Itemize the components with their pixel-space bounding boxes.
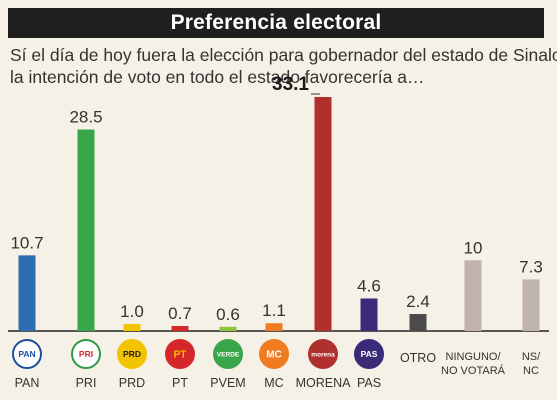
pri-logo-icon-text: PRI xyxy=(79,349,93,359)
value-label-ns-nc: 7.3 xyxy=(519,257,543,276)
value-label-ninguno-no-votar: 10 xyxy=(464,238,483,257)
bar-ns-nc xyxy=(522,279,540,331)
bar-prd xyxy=(123,323,141,331)
value-label-pas: 4.6 xyxy=(357,276,381,295)
pas-logo-icon-text: PAS xyxy=(361,349,378,359)
mc-logo-icon-text: MC xyxy=(266,350,282,361)
category-label-morena: MORENA xyxy=(296,376,352,390)
morena-logo-icon-text: morena xyxy=(311,351,335,358)
bar-pan xyxy=(18,255,36,331)
prd-logo-icon-text: PRD xyxy=(123,349,141,359)
category-label-otro: OTRO xyxy=(400,351,436,365)
category-label-ns-nc-line-1: NS/ xyxy=(522,351,541,363)
category-label-ns-nc-line-2: NC xyxy=(523,365,539,377)
pri-logo-icon xyxy=(71,339,101,369)
pan-logo-icon-text: PAN xyxy=(18,349,35,359)
pvem-logo-icon xyxy=(213,339,243,369)
category-label-pt: PT xyxy=(172,376,188,390)
subtitle-line-1: Sí el día de hoy fuera la elección para … xyxy=(10,45,557,65)
category-label-pan: PAN xyxy=(15,376,40,390)
chart-title-bar: Preferencia electoral xyxy=(8,8,544,38)
chart-title: Preferencia electoral xyxy=(170,11,382,34)
category-label-ninguno-no-votar-line-1: NINGUNO/ xyxy=(446,351,502,363)
value-label-pvem: 0.6 xyxy=(216,305,240,324)
bar-pri xyxy=(77,129,95,331)
value-label-prd: 1.0 xyxy=(120,302,144,321)
value-label-otro: 2.4 xyxy=(406,292,430,311)
morena-logo-icon xyxy=(308,339,338,369)
bar-pas xyxy=(360,298,378,331)
bar-pvem xyxy=(219,326,237,331)
value-label-pt: 0.7 xyxy=(168,304,192,323)
category-label-pvem: PVEM xyxy=(210,376,245,390)
pt-logo-icon-text: PT xyxy=(174,350,187,361)
pt-logo-icon xyxy=(165,339,195,369)
prd-logo-icon xyxy=(117,339,147,369)
bar-morena xyxy=(314,97,332,331)
subtitle-line-2: la intención de voto en todo el estado f… xyxy=(10,67,425,87)
bar-mc xyxy=(265,323,283,331)
mc-logo-icon xyxy=(259,339,289,369)
pas-logo-icon xyxy=(354,339,384,369)
category-label-prd: PRD xyxy=(119,376,145,390)
category-label-ninguno-no-votar-line-2: NO VOTARÁ xyxy=(441,364,506,377)
bar-pt xyxy=(171,326,189,331)
bar-otro xyxy=(409,314,427,331)
value-label-morena: 33.1 xyxy=(272,74,309,95)
value-label-mc: 1.1 xyxy=(262,301,286,320)
chart-subtitle: Sí el día de hoy fuera la elección para … xyxy=(10,44,557,88)
bar-ninguno-no-votar xyxy=(464,260,482,331)
value-label-pan: 10.7 xyxy=(10,233,43,252)
category-label-pas: PAS xyxy=(357,376,381,390)
pan-logo-icon xyxy=(12,339,42,369)
category-label-mc: MC xyxy=(264,376,283,390)
category-label-pri: PRI xyxy=(76,376,97,390)
value-label-pri: 28.5 xyxy=(69,108,102,127)
pvem-logo-icon-text: VERDE xyxy=(217,351,240,358)
